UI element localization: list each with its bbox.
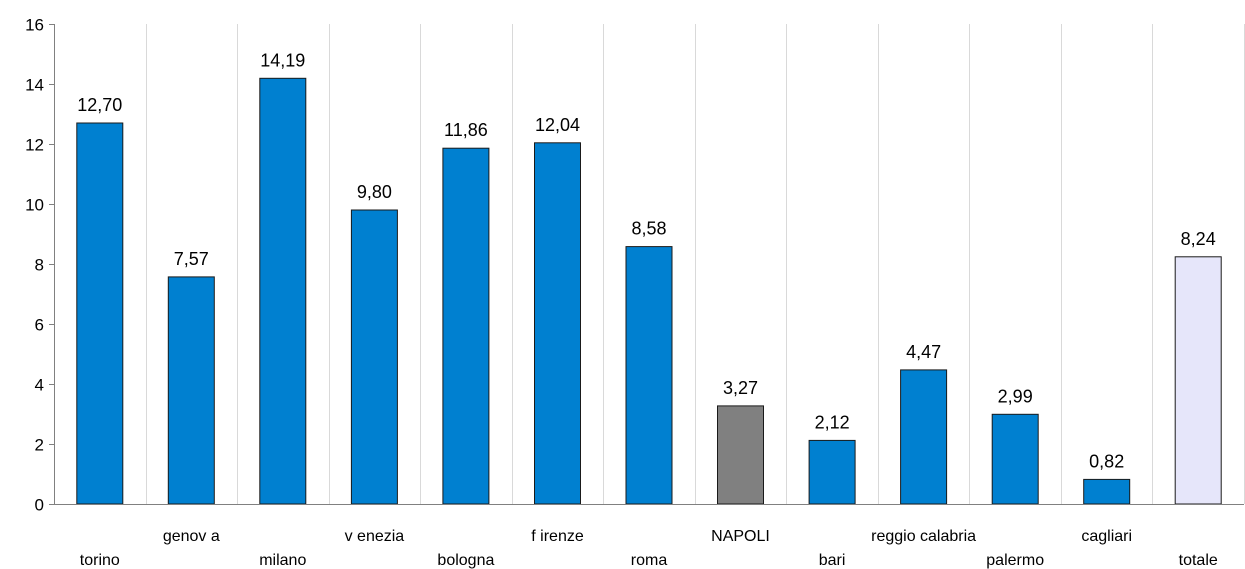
data-label: 2,99 xyxy=(998,386,1033,406)
y-axis-ticks: 0 2 4 6 8 10 12 14 16 xyxy=(25,16,54,515)
x-tick-label: v enezia xyxy=(345,528,405,545)
x-axis-labels: torino genov a milano v enezia bologna f iren… xyxy=(80,528,1218,569)
bar-bari xyxy=(808,439,856,505)
bar-f-irenze xyxy=(534,142,581,505)
x-tick-label: bologna xyxy=(437,552,494,569)
y-tick-label: 4 xyxy=(35,376,44,395)
data-label: 4,47 xyxy=(906,342,941,362)
bar-bologna xyxy=(442,147,490,505)
x-tick-label: NAPOLI xyxy=(711,528,770,545)
data-label: 12,70 xyxy=(77,95,122,115)
x-tick-label: roma xyxy=(631,552,668,569)
bar-cagliari xyxy=(1083,478,1131,505)
bar-napoli xyxy=(717,405,764,505)
x-tick-label: totale xyxy=(1179,552,1218,569)
data-label: 7,57 xyxy=(174,249,209,269)
bar-totale xyxy=(1174,256,1222,505)
data-label: 9,80 xyxy=(357,182,392,202)
x-tick-label: cagliari xyxy=(1081,528,1132,545)
x-tick-label: torino xyxy=(80,552,120,569)
bar-roma xyxy=(625,246,673,505)
data-label: 12,04 xyxy=(535,115,580,135)
data-labels: 12,70 7,57 14,19 9,80 11,86 12,04 8,58 3,27 2,12… xyxy=(77,50,1215,471)
x-tick-label: reggio calabria xyxy=(871,528,976,545)
x-tick-label: f irenze xyxy=(531,528,584,545)
y-tick-label: 8 xyxy=(35,256,44,275)
data-label: 14,19 xyxy=(260,50,305,70)
axes xyxy=(54,24,1244,505)
x-tick-label: milano xyxy=(259,552,306,569)
data-label: 11,86 xyxy=(444,120,488,140)
data-label: 8,58 xyxy=(631,219,666,239)
bar-v-enezia xyxy=(350,209,398,505)
data-label: 3,27 xyxy=(723,378,758,398)
x-tick-label: palermo xyxy=(986,552,1044,569)
data-label: 2,12 xyxy=(815,412,850,432)
data-label: 8,24 xyxy=(1181,229,1216,249)
y-tick-label: 6 xyxy=(35,316,44,335)
y-tick-label: 16 xyxy=(25,16,44,35)
data-label: 0,82 xyxy=(1089,451,1124,471)
bar-torino xyxy=(76,122,124,505)
y-tick-label: 2 xyxy=(35,436,44,455)
bar-reggio-calabria xyxy=(900,369,948,505)
bar-milano xyxy=(259,77,307,505)
bar-genov-a xyxy=(167,276,215,505)
gridlines xyxy=(146,24,1245,504)
y-tick-label: 0 xyxy=(35,496,44,515)
bar-palermo xyxy=(991,413,1039,505)
y-tick-label: 14 xyxy=(25,76,44,95)
bars xyxy=(76,77,1222,505)
x-tick-label: bari xyxy=(819,552,846,569)
x-tick-label: genov a xyxy=(163,528,220,545)
y-tick-label: 10 xyxy=(25,196,44,215)
y-tick-label: 12 xyxy=(25,136,44,155)
